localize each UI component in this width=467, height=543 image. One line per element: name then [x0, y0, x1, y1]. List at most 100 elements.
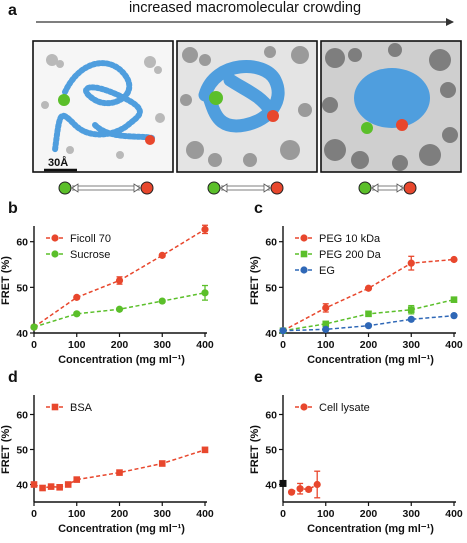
- y-tick-label: 60: [265, 237, 277, 249]
- x-tick-label: 100: [68, 339, 86, 351]
- legend-label: PEG 10 kDa: [319, 233, 381, 245]
- x-tick-label: 0: [31, 339, 37, 351]
- legend-marker: [51, 234, 59, 242]
- y-tick-label: 40: [265, 480, 277, 492]
- chart-b: 0 100 200 300 400 40 50 60 Concentration (mg ml⁻…: [0, 224, 214, 366]
- simulation-image-1: 30Å: [32, 40, 174, 173]
- x-tick-label: 300: [402, 339, 420, 351]
- data-point: [47, 483, 55, 490]
- data-point: [296, 485, 304, 493]
- x-tick-label: 0: [280, 339, 286, 351]
- x-tick-label: 300: [153, 508, 171, 520]
- y-tick-label: 50: [265, 445, 277, 457]
- y-tick-label: 50: [16, 445, 28, 457]
- data-point: [322, 304, 330, 312]
- y-tick-label: 40: [16, 328, 28, 340]
- series-line: [282, 258, 455, 332]
- data-point: [73, 310, 81, 318]
- fret-schematic-1: [58, 181, 154, 195]
- legend-marker: [51, 403, 59, 411]
- panel-label-a: a: [8, 2, 17, 19]
- data-point: [287, 488, 296, 496]
- data-point: [365, 310, 372, 318]
- data-point: [450, 296, 458, 303]
- legend-label: Cell lysate: [319, 402, 370, 414]
- legend-label: EG: [319, 265, 335, 277]
- data-point: [158, 297, 166, 305]
- y-axis-label: FRET (%): [0, 425, 12, 474]
- y-tick-label: 50: [265, 282, 277, 294]
- series-line: [291, 483, 318, 493]
- data-point: [407, 306, 415, 314]
- data-point: [30, 323, 38, 331]
- x-tick-label: 300: [153, 339, 171, 351]
- x-tick-label: 200: [360, 339, 378, 351]
- data-point: [73, 293, 81, 301]
- y-axis-label: FRET (%): [249, 256, 261, 305]
- x-tick-label: 0: [31, 508, 37, 520]
- y-tick-label: 40: [265, 328, 277, 340]
- data-point: [407, 315, 415, 323]
- y-tick-label: 60: [16, 410, 28, 422]
- x-tick-label: 400: [445, 339, 463, 351]
- data-point: [201, 289, 209, 297]
- panel-label-b: b: [8, 200, 18, 217]
- data-point: [407, 259, 415, 267]
- x-axis-label: Concentration (mg ml⁻¹): [58, 354, 185, 366]
- data-point: [364, 284, 373, 292]
- x-tick-label: 400: [196, 508, 214, 520]
- legend-label: PEG 200 Da: [319, 249, 382, 261]
- legend-label: Sucrose: [70, 249, 110, 261]
- data-point: [450, 312, 458, 320]
- data-point: [158, 460, 166, 467]
- x-tick-label: 200: [111, 508, 129, 520]
- x-tick-label: 200: [360, 508, 378, 520]
- data-point: [115, 305, 124, 313]
- data-point: [73, 476, 81, 483]
- x-tick-label: 100: [68, 508, 86, 520]
- x-axis-label: Concentration (mg ml⁻¹): [307, 354, 434, 366]
- panel-label-c: c: [254, 200, 263, 217]
- series-line: [33, 449, 206, 489]
- data-point: [115, 276, 124, 285]
- legend-label: Ficoll 70: [70, 233, 111, 245]
- panel-label-d: d: [8, 369, 18, 386]
- data-point: [64, 481, 72, 488]
- data-point: [450, 255, 458, 264]
- data-point: [305, 485, 313, 493]
- x-tick-label: 300: [402, 508, 420, 520]
- simulation-image-2: [176, 40, 318, 173]
- data-point: [158, 251, 166, 259]
- simulation-image-3: [320, 40, 462, 173]
- data-point: [322, 325, 330, 333]
- y-tick-label: 60: [16, 237, 28, 249]
- data-point: [201, 225, 209, 233]
- x-tick-label: 100: [317, 339, 335, 351]
- x-tick-label: 200: [111, 339, 129, 351]
- legend-marker: [300, 234, 308, 242]
- legend-label: BSA: [70, 402, 93, 414]
- data-point: [322, 320, 330, 328]
- legend-marker: [300, 266, 308, 274]
- data-point: [364, 322, 373, 330]
- data-point: [279, 327, 287, 335]
- x-tick-label: 400: [445, 508, 463, 520]
- x-axis-label: Concentration (mg ml⁻¹): [307, 523, 434, 535]
- y-tick-label: 60: [265, 410, 277, 422]
- chart-c: 0 100 200 300 400 40 50 60 Concentration (mg ml⁻…: [249, 226, 463, 366]
- y-axis-label: FRET (%): [249, 425, 261, 474]
- data-point: [30, 481, 38, 488]
- x-tick-label: 400: [196, 339, 214, 351]
- legend-marker: [51, 250, 59, 258]
- y-tick-label: 50: [16, 282, 28, 294]
- chart-d: 0 100 200 300 400 40 50 60 Concentration (mg ml⁻…: [0, 395, 214, 535]
- data-point: [201, 446, 209, 454]
- data-point: [313, 480, 321, 489]
- data-point: [39, 484, 46, 492]
- data-point: [116, 469, 123, 476]
- y-axis-label: FRET (%): [0, 256, 12, 305]
- x-tick-label: 0: [280, 508, 286, 520]
- reference-point: [279, 479, 287, 487]
- crowding-title: increased macromolecular crowding: [129, 0, 361, 16]
